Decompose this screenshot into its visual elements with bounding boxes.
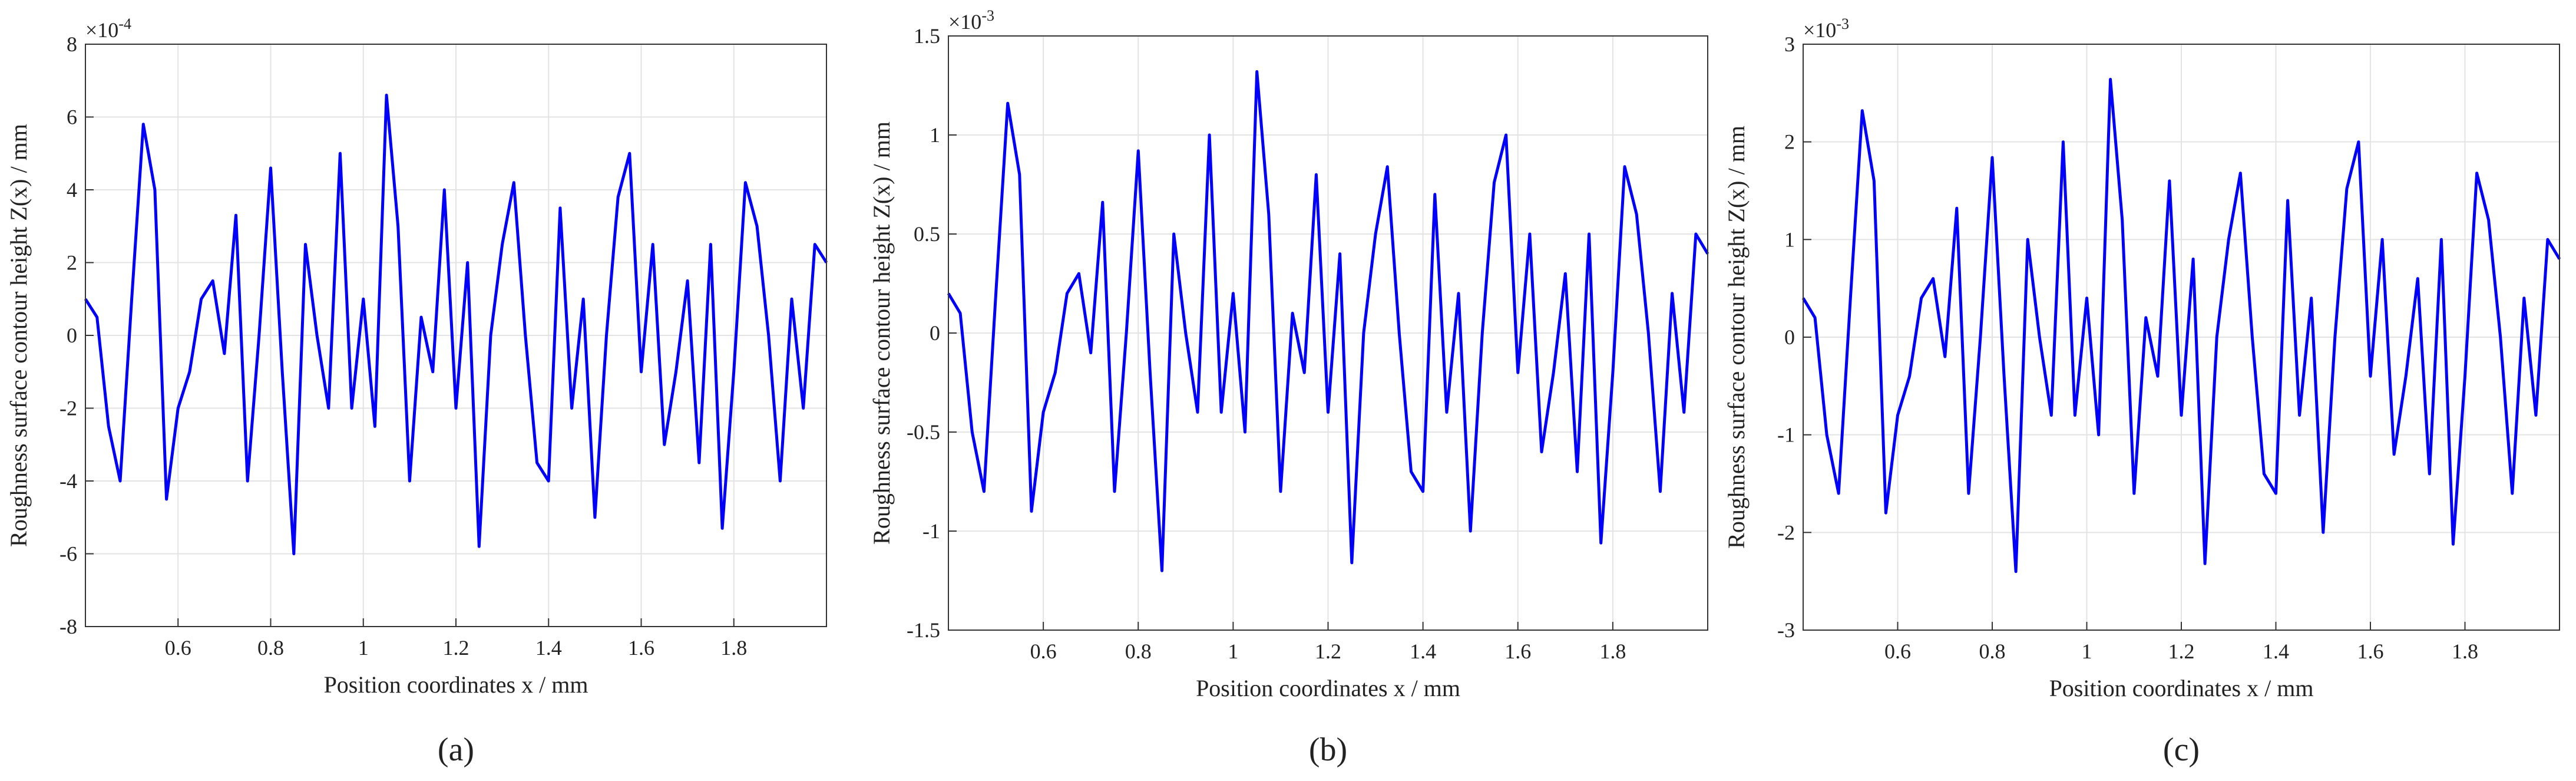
- y-tick-label: 3: [1784, 32, 1795, 56]
- y-tick-label: -1: [1777, 423, 1795, 447]
- axes-box: [85, 44, 827, 627]
- x-axis-label: Position coordinates x / mm: [2049, 675, 2314, 701]
- x-tick-label: 1.2: [1315, 640, 1341, 663]
- y-tick-label: -1.5: [907, 618, 940, 642]
- x-tick-label: 1.8: [1599, 640, 1626, 663]
- x-tick-label: 1.4: [2263, 640, 2289, 663]
- data-line: [947, 70, 1709, 572]
- x-tick-label: 0.6: [1884, 640, 1911, 663]
- subplot: 0.6 0.8 1 1.2 1.4 1.6 1.8-8-6-4-202468×10-4Pos…: [5, 15, 828, 768]
- y-tick-label: 1: [930, 123, 940, 147]
- x-axis-label: Position coordinates x / mm: [1196, 675, 1460, 701]
- y-scale-exponent: -4: [118, 15, 131, 32]
- data-line: [84, 94, 828, 555]
- x-tick-label: 1: [2082, 640, 2092, 663]
- y-scale-base: ×10: [1803, 18, 1836, 42]
- x-tick-label: 1.8: [720, 636, 747, 660]
- x-tick-label: 1.6: [2357, 640, 2384, 663]
- x-tick-label: 1.6: [1504, 640, 1531, 663]
- caption: (b): [1309, 731, 1347, 768]
- y-tick-label: -4: [59, 469, 77, 493]
- axes-box: [1803, 44, 2560, 631]
- y-scale-label: ×10-3: [948, 7, 994, 34]
- y-tick-label: -1: [922, 519, 940, 543]
- y-axis-label: Roughness surface contour height Z(x) / …: [868, 121, 895, 545]
- y-tick-label: 8: [67, 32, 77, 56]
- y-tick-label: 1: [1784, 228, 1795, 251]
- x-tick-label: 0.6: [1030, 640, 1057, 663]
- y-tick-label: 2: [67, 251, 77, 275]
- x-tick-label: 1.2: [443, 636, 469, 660]
- y-tick-label: -8: [59, 615, 77, 638]
- x-tick-label: 0.8: [1125, 640, 1152, 663]
- y-tick-label: 0: [930, 321, 940, 345]
- y-tick-label: 1.5: [914, 24, 940, 48]
- y-tick-label: -2: [1777, 520, 1795, 544]
- y-tick-label: 0.5: [914, 222, 940, 246]
- y-axis-label: Roughness surface contour height Z(x) / …: [5, 124, 32, 547]
- y-scale-label: ×10-4: [85, 15, 131, 42]
- y-axis-label: Roughness surface contour height Z(x) / …: [1723, 126, 1750, 549]
- y-tick-label: 0: [1784, 325, 1795, 349]
- x-tick-label: 0.8: [1979, 640, 2006, 663]
- subplot: 0.6 0.8 1 1.2 1.4 1.6 1.8 -1.5 -1 -0.5 0 0.5 1 1.5 ×10…: [868, 7, 1709, 768]
- y-tick-label: -0.5: [907, 420, 940, 444]
- x-tick-label: 1: [358, 636, 369, 660]
- y-tick-label: 4: [67, 178, 77, 202]
- caption: (c): [2163, 731, 2200, 768]
- x-axis-label: Position coordinates x / mm: [324, 671, 588, 698]
- y-tick-label: 6: [67, 106, 77, 129]
- y-tick-label: -3: [1777, 618, 1795, 642]
- axes-box: [948, 35, 1708, 631]
- x-tick-label: 0.6: [165, 636, 191, 660]
- y-tick-label: -2: [59, 397, 77, 420]
- x-tick-label: 1.4: [535, 636, 562, 660]
- data-line: [1801, 78, 2561, 574]
- y-scale-base: ×10: [948, 10, 981, 34]
- y-tick-label: 2: [1784, 130, 1795, 154]
- subplot: 0.6 0.8 1 1.2 1.4 1.6 1.8-3-2-10123×10-3Positi…: [1723, 15, 2561, 768]
- y-scale-exponent: -3: [1836, 15, 1849, 32]
- x-tick-label: 1.6: [628, 636, 654, 660]
- caption: (a): [438, 731, 474, 768]
- x-tick-label: 1.4: [1410, 640, 1436, 663]
- y-scale-base: ×10: [85, 18, 118, 42]
- x-tick-label: 1: [1228, 640, 1238, 663]
- x-tick-label: 0.8: [257, 636, 284, 660]
- x-tick-label: 1.2: [2168, 640, 2195, 663]
- y-tick-label: 0: [67, 324, 77, 347]
- x-tick-label: 1.8: [2452, 640, 2478, 663]
- y-tick-label: -6: [59, 542, 77, 566]
- y-scale-exponent: -3: [981, 7, 994, 24]
- y-scale-label: ×10-3: [1803, 15, 1849, 42]
